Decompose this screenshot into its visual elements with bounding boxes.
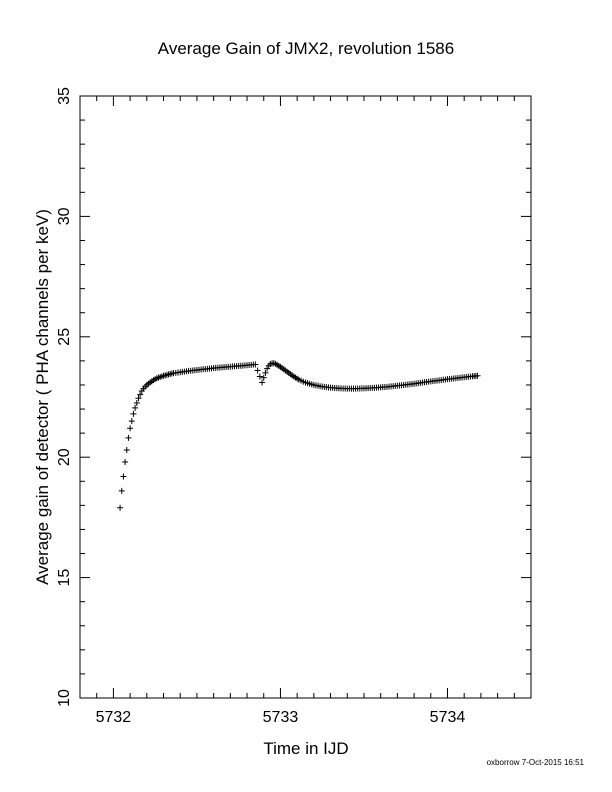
y-tick-label: 15 [56,569,73,587]
data-point [260,374,267,381]
footer-stamp: oxborrow 7-Oct-2015 16:51 [486,758,584,767]
data-point [135,395,142,402]
tick-labels: 5732 5733 5734 10 15 20 25 30 35 [56,87,465,726]
data-point [132,404,139,411]
axis-ticks [79,95,532,699]
chart-title: Average Gain of JMX2, revolution 1586 [158,39,454,58]
x-tick-label: 5734 [430,709,466,726]
data-point [252,361,259,368]
x-axis-label: Time in IJD [263,739,348,758]
data-point [474,372,481,379]
data-point [117,504,124,511]
y-tick-label: 10 [56,689,73,707]
x-tick-label: 5732 [96,709,132,726]
y-tick-label: 25 [56,328,73,346]
data-point [254,367,261,374]
data-point [262,369,269,376]
plot-frame [79,95,532,699]
data-point [125,434,132,441]
data-point [130,410,137,417]
data-point [122,459,129,466]
data-points [117,360,481,511]
data-point [128,418,135,425]
data-point [256,373,263,380]
y-axis-label: Average gain of detector ( PHA channels … [33,209,52,585]
y-tick-label: 30 [56,207,73,225]
x-tick-label: 5733 [263,709,299,726]
y-tick-label: 20 [56,448,73,466]
data-point [133,400,140,407]
data-point [123,446,130,453]
data-point [127,425,134,432]
data-point [118,487,125,494]
data-point [137,391,144,398]
y-tick-label: 35 [56,87,73,105]
data-point [259,379,266,386]
data-point [120,473,127,480]
